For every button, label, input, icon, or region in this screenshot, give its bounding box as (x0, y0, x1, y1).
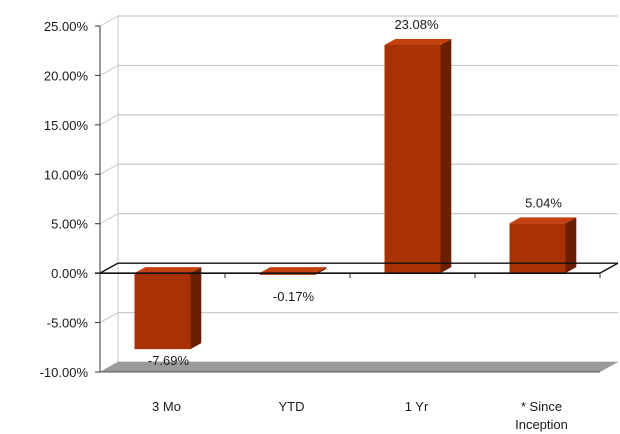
gridline-depth (99, 312, 119, 324)
bar-top-2 (384, 38, 452, 45)
bar-0 (134, 273, 191, 350)
zero-line-right (599, 262, 619, 274)
data-label-1: -0.17% (273, 289, 315, 304)
y-tick-label: 20.00% (44, 68, 89, 83)
data-labels: -7.69% -0.17% 23.08% 5.04% (148, 17, 562, 368)
bar-top-1 (259, 267, 327, 274)
bar-side-2 (440, 38, 452, 274)
bars (134, 38, 577, 350)
x-category-label: Inception (515, 417, 568, 432)
floor-slab (100, 362, 618, 372)
bar-2 (384, 44, 441, 274)
gridline-depth (99, 114, 119, 126)
gridline-depth (99, 213, 119, 225)
bar-side-0 (190, 267, 202, 350)
y-tick-label: -10.00% (40, 365, 89, 380)
bar-3 (509, 223, 566, 274)
bar-side-3 (565, 217, 577, 274)
gridline-depth (99, 163, 119, 175)
x-category-label: YTD (279, 399, 305, 414)
gridline-depth (99, 15, 119, 27)
chart-floor (100, 362, 618, 373)
data-label-3: 5.04% (525, 195, 562, 210)
y-tick-label: 15.00% (44, 118, 89, 133)
x-category-label: * Since (521, 399, 562, 414)
x-category-label: 3 Mo (152, 399, 181, 414)
bar-1 (259, 273, 316, 275)
y-tick-label: 10.00% (44, 167, 89, 182)
gridline-depth (99, 64, 119, 76)
y-tick-label: 25.00% (44, 19, 89, 34)
bar-top-3 (509, 217, 577, 224)
y-axis-ticks: 25.00% 20.00% 15.00% 10.00% 5.00% 0.00% -5.00%… (40, 19, 101, 380)
y-tick-label: 0.00% (51, 266, 88, 281)
zero-line-depth (99, 262, 119, 274)
x-category-label: 1 Yr (405, 399, 429, 414)
data-label-2: 23.08% (394, 17, 439, 32)
x-axis-categories: 3 Mo YTD 1 Yr * Since Inception (152, 399, 568, 432)
bar-top-0 (134, 267, 202, 274)
zero-axis (95, 262, 619, 279)
y-tick-label: 5.00% (51, 217, 88, 232)
data-label-0: -7.69% (148, 353, 190, 368)
y-tick-label: -5.00% (47, 316, 89, 331)
